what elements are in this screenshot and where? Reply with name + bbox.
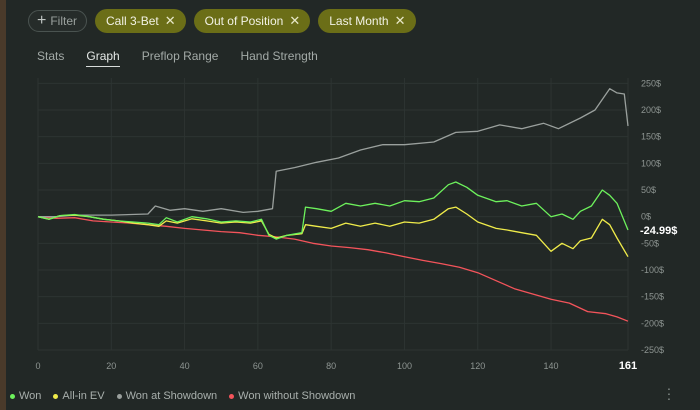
filter-chip[interactable]: Out of Position ✕: [193, 9, 311, 33]
close-icon[interactable]: ✕: [394, 13, 406, 28]
legend-item-allin-ev[interactable]: All-in EV: [53, 390, 105, 402]
filter-chip[interactable]: Last Month ✕: [318, 9, 416, 33]
y-tick-label: -250$: [641, 345, 664, 355]
tab-bar: Stats Graph Preflop Range Hand Strength: [37, 49, 318, 67]
legend-label: Won: [19, 390, 42, 402]
series-line-won: [37, 181, 629, 240]
x-tick-label: 60: [253, 361, 263, 371]
close-icon[interactable]: ✕: [289, 13, 301, 28]
y-tick-label: 250$: [641, 78, 661, 88]
y-tick-label: 50$: [641, 185, 656, 195]
filter-chip-label: Out of Position: [204, 14, 284, 28]
add-filter-button[interactable]: + Filter: [28, 10, 88, 32]
add-filter-label: Filter: [50, 14, 78, 28]
plus-icon: +: [37, 12, 47, 29]
current-value-label: -24.99$: [640, 225, 677, 237]
x-tick-label: 120: [470, 361, 485, 371]
chart-legend: Won All-in EV Won at Showdown Won withou…: [10, 390, 355, 402]
close-icon[interactable]: ✕: [164, 13, 176, 28]
x-last-label: 161: [619, 360, 637, 372]
legend-item-won[interactable]: Won: [10, 390, 41, 402]
filter-chip-label: Call 3-Bet: [106, 14, 159, 28]
y-tick-label: -200$: [641, 318, 664, 328]
filter-chip-label: Last Month: [329, 14, 389, 28]
filter-bar: + Filter Call 3-Bet ✕ Out of Position ✕ …: [28, 9, 416, 33]
series-line-allin-ev: [37, 206, 629, 258]
legend-dot: [10, 393, 15, 399]
results-graph[interactable]: 250$ 200$ 150$ 100$ 50$ 0$ -50$ -100$ -150$ -200$…: [0, 70, 700, 380]
legend-dot: [53, 393, 59, 399]
series-line-won-at-showdown: [38, 88, 629, 218]
y-tick-label: 200$: [641, 105, 661, 115]
y-tick-label: 0$: [641, 212, 651, 222]
x-tick-label: 80: [326, 361, 336, 371]
y-tick-label: 150$: [641, 132, 661, 142]
legend-item-won-without-showdown[interactable]: Won without Showdown: [229, 390, 355, 402]
legend-dot: [116, 393, 122, 399]
legend-dot: [229, 393, 235, 399]
tab-graph[interactable]: Graph: [86, 49, 120, 67]
x-tick-label: 40: [180, 361, 190, 371]
x-tick-label: 140: [544, 361, 559, 371]
tab-preflop-range[interactable]: Preflop Range: [141, 49, 219, 63]
y-tick-label: -50$: [641, 238, 659, 248]
y-tick-label: 100$: [641, 158, 661, 168]
x-tick-label: 0: [35, 361, 40, 371]
filter-chip[interactable]: Call 3-Bet ✕: [95, 9, 186, 33]
x-tick-label: 100: [397, 361, 412, 371]
legend-label: Won at Showdown: [125, 390, 218, 402]
more-options-icon[interactable]: · · ·: [666, 380, 672, 406]
legend-label: All-in EV: [62, 390, 105, 402]
series-line-won-without-showdown: [37, 216, 629, 322]
y-tick-label: -100$: [641, 265, 664, 275]
y-tick-label: -150$: [641, 292, 664, 302]
legend-label: Won without Showdown: [238, 390, 356, 402]
tab-stats[interactable]: Stats: [37, 49, 65, 63]
x-tick-label: 20: [106, 361, 116, 371]
left-edge-strip: [0, 0, 6, 410]
legend-item-won-at-showdown[interactable]: Won at Showdown: [116, 390, 218, 402]
tab-hand-strength[interactable]: Hand Strength: [240, 49, 318, 63]
